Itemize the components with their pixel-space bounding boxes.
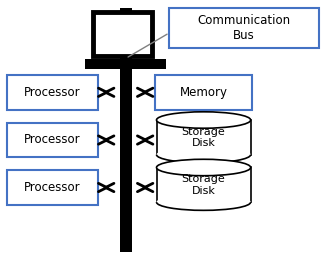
Bar xyxy=(7,170,98,205)
Bar xyxy=(7,75,98,110)
Text: Communication
Bus: Communication Bus xyxy=(198,14,291,42)
Text: Memory: Memory xyxy=(180,86,228,99)
Text: Storage
Disk: Storage Disk xyxy=(182,126,226,148)
Text: Processor: Processor xyxy=(24,133,81,146)
Text: Storage
Disk: Storage Disk xyxy=(182,174,226,196)
Ellipse shape xyxy=(156,159,251,176)
Bar xyxy=(120,9,132,252)
Text: Processor: Processor xyxy=(24,181,81,194)
Bar xyxy=(170,9,319,48)
Ellipse shape xyxy=(156,147,251,163)
Bar xyxy=(7,123,98,157)
Bar xyxy=(156,167,251,202)
Text: Processor: Processor xyxy=(24,86,81,99)
Bar xyxy=(155,75,252,110)
Ellipse shape xyxy=(156,112,251,128)
Bar xyxy=(85,59,166,69)
Bar xyxy=(156,120,251,155)
Ellipse shape xyxy=(156,194,251,210)
Bar xyxy=(93,12,152,56)
